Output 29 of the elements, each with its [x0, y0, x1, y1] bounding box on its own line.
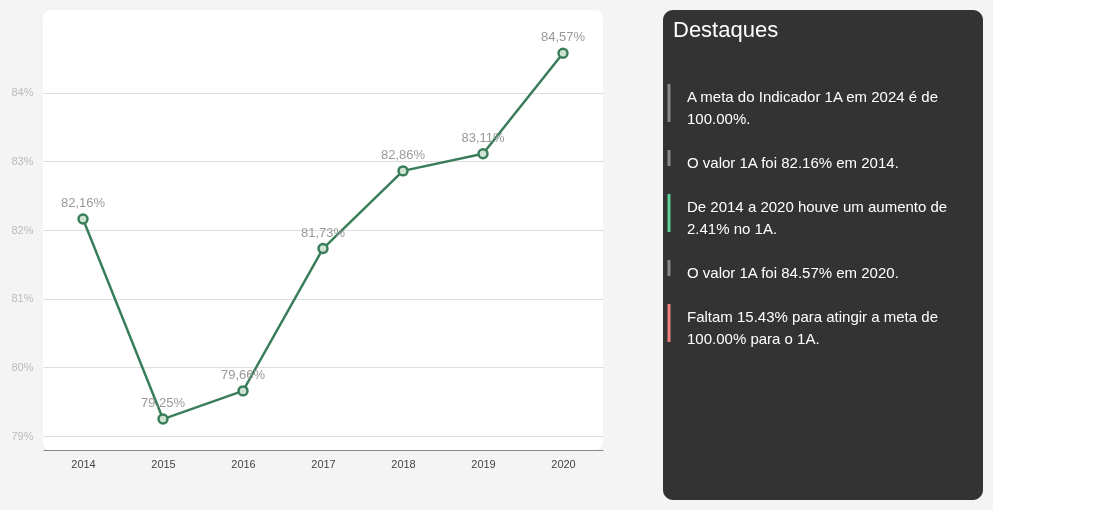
point — [157, 413, 169, 425]
data-label: 84,57% — [540, 29, 586, 45]
x-tick-label: 2018 — [391, 457, 416, 470]
point — [557, 47, 569, 60]
x-tick-label: 2019 — [471, 457, 496, 470]
data-label: 82,16% — [60, 195, 106, 210]
text: O valor 1A foi 84.57% em 2020. — [687, 264, 899, 281]
x-tick-label: 2017 — [311, 457, 336, 470]
x-tick-label: 2015 — [151, 457, 176, 470]
point — [317, 242, 329, 255]
text: De 2014 a 2020 houve um aumento de 2.41% no 1A. — [687, 198, 948, 237]
text: O valor 1A foi 82.16% em 2014. — [687, 154, 899, 171]
y-tick-label: 79% — [11, 429, 34, 442]
text: Faltam 15.43% para atingir a meta de 100.00% para o 1A. — [687, 308, 938, 347]
x-tick-label: 2020 — [551, 457, 576, 470]
x-tick-label: 2016 — [231, 457, 256, 470]
point — [397, 165, 409, 177]
y-tick-label: 80% — [11, 361, 34, 373]
point — [237, 385, 249, 397]
text: Destaques — [673, 17, 779, 42]
point — [477, 147, 489, 160]
y-tick-label: 81% — [11, 292, 34, 305]
y-tick-label: 84% — [11, 86, 34, 98]
y-tick-label: 82% — [11, 223, 34, 236]
text: A meta do Indicador 1A em 2024 é de 100.00%. — [687, 88, 939, 127]
y-tick-label: 83% — [11, 154, 34, 167]
data-label: 82,86% — [380, 146, 426, 162]
x-tick-label: 2014 — [71, 457, 96, 470]
point — [77, 213, 89, 225]
